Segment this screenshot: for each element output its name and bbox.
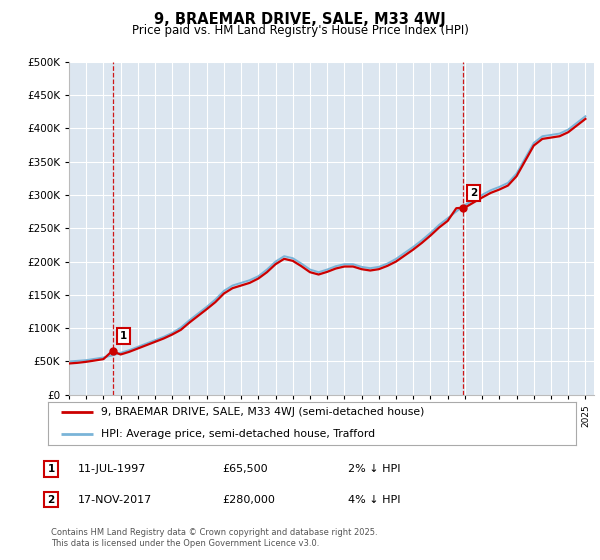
Text: 1: 1 bbox=[47, 464, 55, 474]
Text: 9, BRAEMAR DRIVE, SALE, M33 4WJ: 9, BRAEMAR DRIVE, SALE, M33 4WJ bbox=[154, 12, 446, 27]
Text: HPI: Average price, semi-detached house, Trafford: HPI: Average price, semi-detached house,… bbox=[101, 430, 375, 439]
Text: Price paid vs. HM Land Registry's House Price Index (HPI): Price paid vs. HM Land Registry's House … bbox=[131, 24, 469, 37]
Text: 9, BRAEMAR DRIVE, SALE, M33 4WJ (semi-detached house): 9, BRAEMAR DRIVE, SALE, M33 4WJ (semi-de… bbox=[101, 408, 424, 417]
Text: 17-NOV-2017: 17-NOV-2017 bbox=[78, 494, 152, 505]
Text: £280,000: £280,000 bbox=[222, 494, 275, 505]
Text: 11-JUL-1997: 11-JUL-1997 bbox=[78, 464, 146, 474]
Text: 2% ↓ HPI: 2% ↓ HPI bbox=[348, 464, 401, 474]
Text: 2: 2 bbox=[47, 494, 55, 505]
Text: 1: 1 bbox=[119, 331, 127, 341]
Text: 2: 2 bbox=[470, 188, 477, 198]
Text: £65,500: £65,500 bbox=[222, 464, 268, 474]
Text: 4% ↓ HPI: 4% ↓ HPI bbox=[348, 494, 401, 505]
Text: Contains HM Land Registry data © Crown copyright and database right 2025.
This d: Contains HM Land Registry data © Crown c… bbox=[51, 528, 377, 548]
